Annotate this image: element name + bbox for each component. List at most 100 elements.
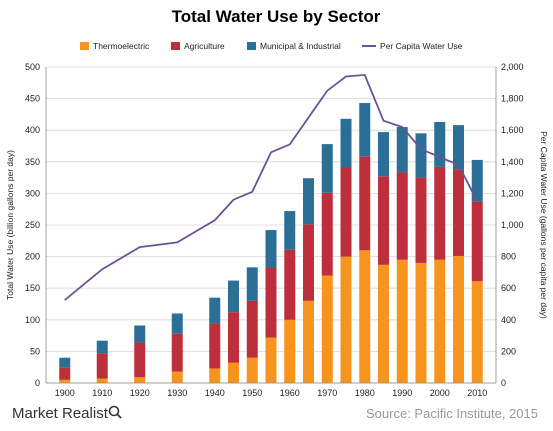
bar-municipal-industrial-1945 (228, 280, 239, 313)
axes: 0 50 100 150 200 250 300 350 400 450 500 0 200 400 600… (25, 62, 524, 398)
bar-municipal-industrial-1985 (378, 132, 389, 177)
y-axis-label: Total Water Use (billion gallons per day… (5, 150, 15, 300)
bar-thermoelectric-1920 (134, 377, 146, 383)
bar-agriculture-1970 (321, 192, 333, 276)
y2-axis-label: Per Capita Water Use (gallons per capita… (539, 131, 549, 319)
legend-item-municipal-industrial: Municipal & Industrial (247, 41, 341, 51)
bar-thermoelectric-1910 (96, 378, 108, 383)
bar-municipal-industrial-1960 (284, 211, 296, 250)
bar-agriculture-1965 (303, 224, 314, 301)
legend-label: Thermoelectric (93, 41, 150, 51)
bar-agriculture-1985 (378, 176, 389, 265)
bar-thermoelectric-2000 (434, 259, 446, 383)
bar-municipal-industrial-1975 (340, 118, 352, 168)
bar-thermoelectric-1990 (396, 259, 408, 383)
y2-tick-label: 0 (501, 378, 506, 388)
bar-agriculture-2000 (434, 166, 446, 260)
bar-municipal-industrial-1950 (246, 267, 258, 301)
bar-thermoelectric-1970 (321, 275, 333, 383)
bar-agriculture-1955 (265, 267, 277, 338)
y2-tick-label: 1,800 (501, 94, 524, 104)
bar-agriculture-2005 (453, 169, 464, 256)
legend-label: Agriculture (184, 41, 225, 51)
magnifier-handle (116, 413, 122, 419)
bar-thermoelectric-1950 (246, 357, 258, 383)
per-capita-line (64, 73, 479, 301)
y-tick-label: 50 (30, 346, 40, 356)
bar-agriculture-1990 (396, 172, 408, 260)
x-tick-label: 1910 (92, 388, 112, 398)
bar-thermoelectric-1960 (284, 319, 296, 383)
y-tick-label: 200 (25, 252, 40, 262)
brand-name: Market Realist (12, 405, 109, 422)
bar-thermoelectric-1995 (415, 262, 427, 383)
x-tick-label: 1950 (242, 388, 262, 398)
bar-municipal-industrial-2005 (453, 125, 464, 170)
bar-agriculture-1940 (209, 323, 221, 369)
bar-agriculture-1910 (96, 353, 108, 379)
y2-tick-label: 1,200 (501, 188, 524, 198)
legend-swatch (171, 42, 180, 50)
y-tick-label: 350 (25, 157, 40, 167)
x-tick-label: 1960 (280, 388, 300, 398)
bar-thermoelectric-1980 (359, 250, 371, 383)
bar-agriculture-1930 (171, 333, 183, 372)
source-text: Source: Pacific Institute, 2015 (366, 406, 538, 421)
x-tick-label: 1930 (167, 388, 187, 398)
x-tick-label: 1970 (317, 388, 337, 398)
y-tick-label: 400 (25, 125, 40, 135)
x-tick-label: 1920 (130, 388, 150, 398)
y-tick-label: 100 (25, 315, 40, 325)
x-tick-label: 2010 (467, 388, 487, 398)
bar-agriculture-1945 (228, 312, 239, 363)
y2-tick-label: 2,000 (501, 62, 524, 72)
bar-agriculture-2010 (471, 201, 483, 282)
bar-thermoelectric-1985 (378, 264, 389, 383)
y2-tick-label: 400 (501, 315, 516, 325)
y-tick-label: 150 (25, 283, 40, 293)
y-tick-label: 450 (25, 94, 40, 104)
bar-thermoelectric-2005 (453, 255, 464, 383)
bar-agriculture-1900 (59, 367, 71, 380)
legend-label: Per Capita Water Use (380, 41, 463, 51)
x-tick-label: 1990 (392, 388, 412, 398)
bar-thermoelectric-1900 (59, 379, 71, 383)
y-tick-label: 500 (25, 62, 40, 72)
bar-municipal-industrial-1955 (265, 230, 277, 268)
y2-tick-label: 1,400 (501, 157, 524, 167)
bar-agriculture-1920 (134, 342, 146, 378)
bar-agriculture-1980 (359, 156, 371, 251)
legend-label: Municipal & Industrial (260, 41, 341, 51)
legend-item-per-capita-water-use: Per Capita Water Use (362, 41, 463, 51)
bar-municipal-industrial-2000 (434, 121, 446, 167)
y2-tick-label: 1,600 (501, 125, 524, 135)
bar-agriculture-1960 (284, 249, 296, 320)
bar-thermoelectric-1975 (340, 256, 352, 383)
bar-municipal-industrial-1900 (59, 357, 71, 368)
y2-tick-label: 800 (501, 252, 516, 262)
x-tick-label: 2000 (430, 388, 450, 398)
bar-thermoelectric-1930 (171, 371, 183, 383)
x-tick-label: 1980 (355, 388, 375, 398)
x-tick-label: 1940 (205, 388, 225, 398)
bars (59, 103, 483, 383)
chart-title: Total Water Use by Sector (172, 7, 381, 26)
legend-item-thermoelectric: Thermoelectric (80, 41, 150, 51)
bar-municipal-industrial-1990 (396, 127, 408, 173)
bar-municipal-industrial-1920 (134, 325, 146, 343)
y2-tick-label: 600 (501, 283, 516, 293)
y-tick-label: 0 (35, 378, 40, 388)
magnifier-icon (108, 405, 120, 417)
bar-municipal-industrial-1965 (303, 178, 314, 225)
bar-municipal-industrial-1910 (96, 340, 108, 354)
legend-item-agriculture: Agriculture (171, 41, 225, 51)
bar-thermoelectric-2010 (471, 281, 483, 383)
bar-municipal-industrial-1970 (321, 144, 333, 193)
y-tick-label: 300 (25, 188, 40, 198)
legend-swatch (247, 42, 256, 50)
y-tick-label: 250 (25, 220, 40, 230)
bar-thermoelectric-1940 (209, 368, 221, 383)
bar-municipal-industrial-1995 (415, 133, 427, 178)
bar-thermoelectric-1955 (265, 337, 277, 383)
